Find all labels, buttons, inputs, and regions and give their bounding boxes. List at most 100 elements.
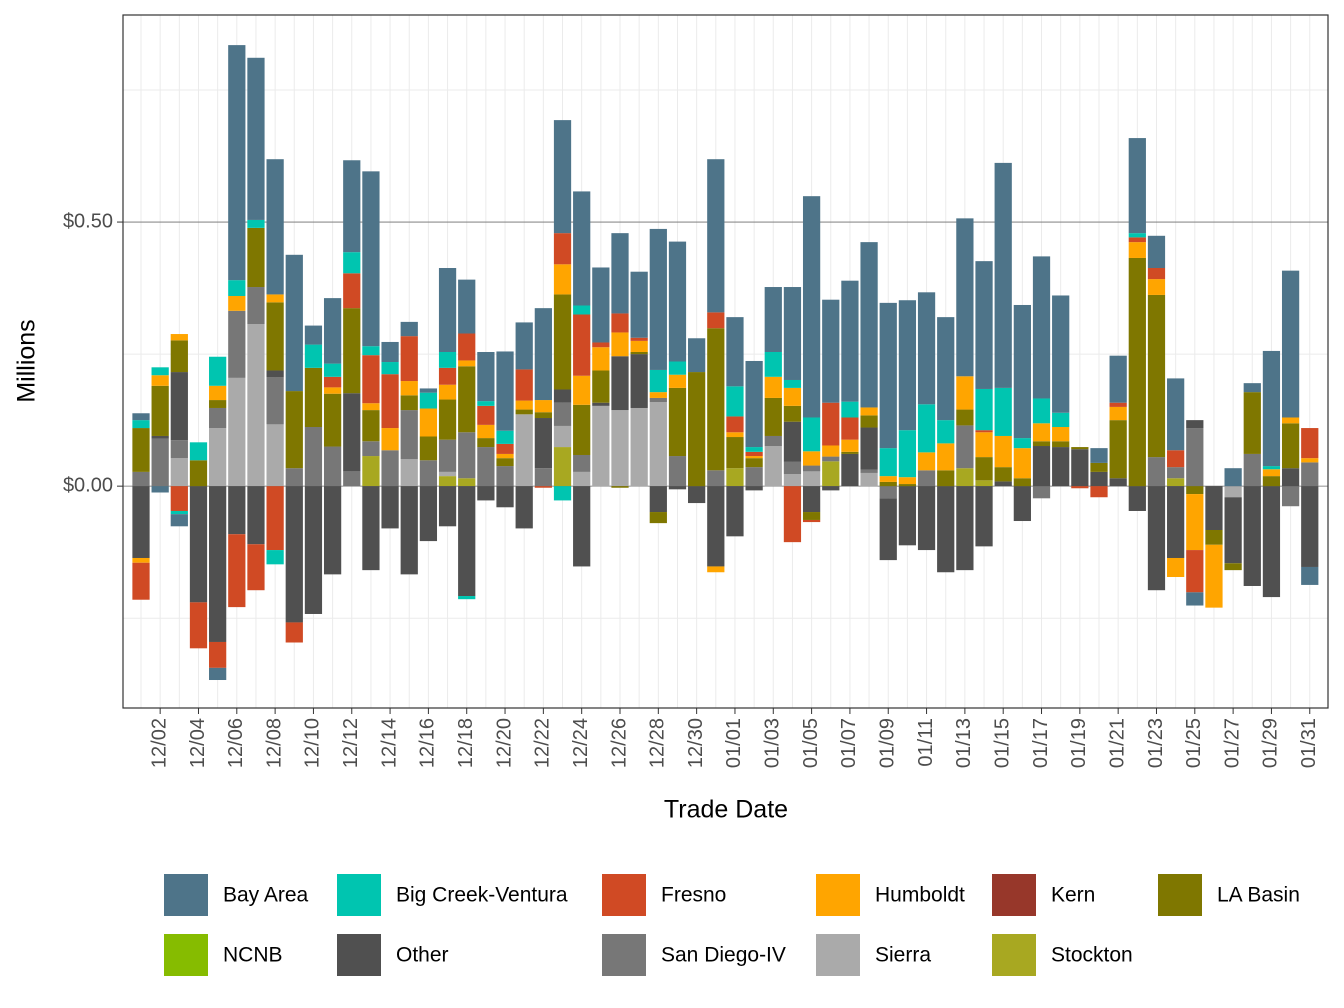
legend-key	[602, 934, 646, 976]
bar-segment	[611, 233, 629, 314]
bar-segment	[496, 443, 514, 454]
bar-segment	[477, 405, 495, 425]
x-tick-label: 12/24	[570, 718, 592, 768]
bar-segment	[266, 370, 284, 378]
bar-segment	[228, 296, 246, 311]
x-tick-label: 01/29	[1260, 718, 1282, 768]
bar-segment	[668, 456, 687, 487]
bar-segment	[1090, 448, 1108, 463]
bar-segment	[1147, 235, 1166, 269]
bar-segment	[553, 402, 572, 426]
x-tick-label: 12/12	[340, 718, 362, 768]
bar-segment	[209, 385, 227, 401]
bar-segment	[802, 417, 821, 452]
bar-segment	[802, 451, 821, 466]
bar-segment	[362, 346, 380, 356]
x-tick-label: 12/26	[608, 718, 630, 768]
bar-segment	[1052, 441, 1070, 448]
bar-segment	[1109, 355, 1127, 403]
bar-segment	[323, 298, 342, 364]
bar-segment	[1147, 457, 1166, 487]
bar-segment	[1243, 486, 1261, 586]
bar-segment	[247, 57, 265, 220]
x-tick-label: 01/23	[1145, 718, 1167, 768]
bar-segment	[956, 425, 974, 469]
bar-segment	[1281, 423, 1300, 469]
bar-segment	[707, 566, 725, 573]
bar-segment	[400, 410, 418, 460]
bar-segment	[1128, 486, 1146, 511]
bar-segment	[553, 233, 572, 265]
bar-segment	[438, 384, 457, 400]
bar-segment	[209, 400, 227, 408]
bar-segment	[592, 267, 610, 343]
bar-segment	[534, 308, 552, 401]
bar-segment	[1224, 563, 1242, 571]
bar-segment	[879, 448, 897, 477]
bar-segment	[1109, 478, 1127, 487]
bar-segment	[573, 305, 591, 315]
bar-segment	[515, 486, 533, 529]
bar-segment	[860, 427, 878, 470]
bar-segment	[841, 439, 859, 452]
bar-segment	[477, 424, 495, 439]
bar-segment	[688, 372, 706, 487]
bar-segment	[1301, 566, 1319, 585]
bar-segment	[170, 514, 188, 527]
bar-segment	[477, 351, 495, 402]
bar-segment	[783, 461, 802, 475]
bar-segment	[170, 372, 188, 441]
x-tick-label: 12/22	[532, 718, 554, 768]
bar-segment	[573, 191, 591, 306]
bar-segment	[285, 254, 303, 392]
bar-segment	[1205, 529, 1223, 545]
bar-segment	[362, 441, 380, 457]
bar-segment	[707, 312, 725, 329]
bar-segment	[362, 171, 380, 347]
bar-segment	[649, 512, 667, 524]
bar-segment	[611, 356, 629, 411]
bar-segment	[247, 486, 265, 545]
bar-segment	[228, 280, 246, 297]
bar-segment	[1090, 462, 1108, 472]
bar-segment	[707, 159, 725, 313]
x-tick-label: 12/14	[378, 718, 400, 768]
bar-segment	[1109, 406, 1127, 421]
bar-segment	[189, 442, 208, 461]
bar-segment	[841, 401, 859, 418]
bar-segment	[438, 399, 457, 440]
x-tick-label: 12/16	[417, 718, 439, 768]
bar-segment	[1052, 412, 1070, 427]
bar-segment	[496, 351, 514, 431]
bar-segment	[802, 465, 821, 472]
bar-segment	[228, 45, 246, 281]
bar-segment	[1243, 453, 1261, 487]
bar-segment	[400, 381, 418, 396]
bar-segment	[879, 498, 897, 561]
bar-segment	[783, 379, 802, 388]
bar-segment	[1167, 557, 1185, 578]
bar-segment	[515, 409, 533, 415]
bar-segment	[994, 435, 1012, 468]
bar-segment	[1167, 478, 1185, 487]
bar-segment	[573, 471, 591, 487]
bar-segment	[841, 451, 859, 454]
bar-segment	[515, 322, 533, 370]
bar-segment	[323, 363, 342, 377]
bar-segment	[458, 596, 476, 600]
bar-segment	[553, 264, 572, 295]
bar-segment	[1071, 447, 1089, 450]
bar-segment	[189, 460, 208, 487]
bar-segment	[898, 486, 917, 546]
bar-segment	[304, 367, 323, 427]
bar-segment	[994, 162, 1012, 388]
legend-key	[816, 874, 860, 916]
bar-segment	[496, 458, 514, 467]
bar-segment	[132, 486, 150, 558]
bar-segment	[1167, 486, 1185, 558]
bar-segment	[745, 458, 763, 468]
bar-segment	[1147, 279, 1166, 295]
x-axis-title: Trade Date	[664, 796, 788, 824]
bar-segment	[1186, 494, 1204, 551]
x-tick-label: 01/27	[1221, 718, 1243, 768]
